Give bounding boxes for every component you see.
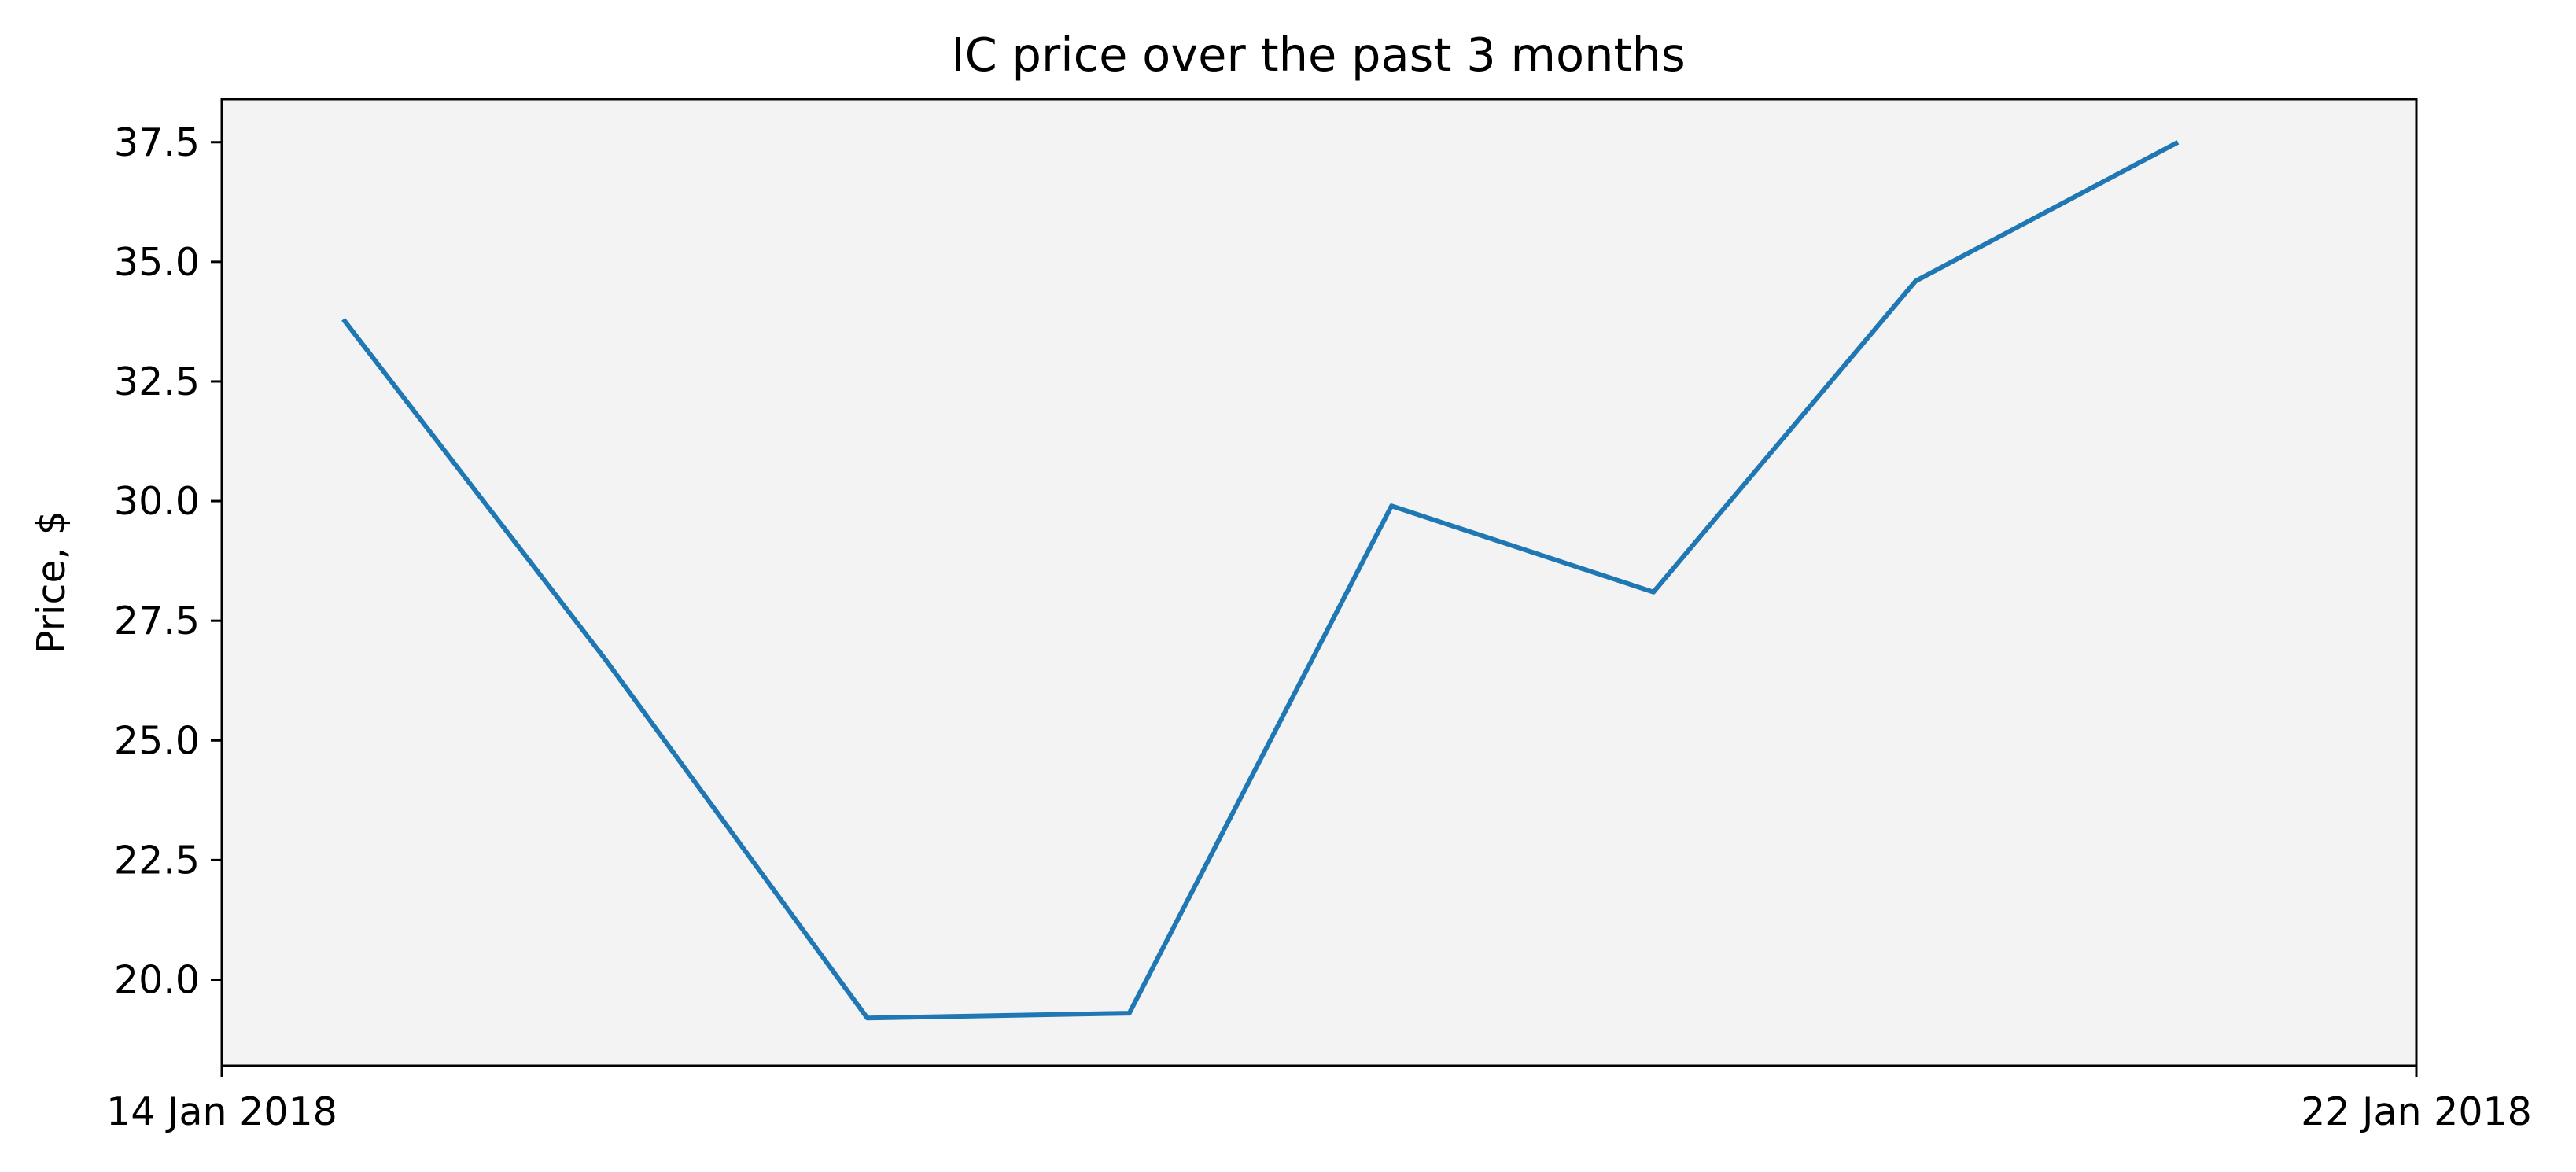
y-tick-label: 20.0: [114, 957, 200, 1002]
plot-background: [222, 99, 2416, 1066]
series-line: [341, 140, 2180, 1021]
x-tick-label: 14 Jan 2018: [106, 1089, 337, 1134]
y-tick-label: 35.0: [114, 240, 200, 285]
x-axis-ticks: 14 Jan 2018 22 Jan 2018: [106, 1066, 2532, 1134]
y-tick-label: 22.5: [114, 838, 200, 883]
y-axis-ticks: 20.0 22.5 25.0 27.5 30.0 32.5 35.0 37.5: [114, 120, 222, 1002]
plot-frame: [220, 98, 2418, 1067]
y-axis-label: Price, $: [29, 510, 74, 654]
y-tick-label: 30.0: [114, 479, 200, 524]
chart-title: IC price over the past 3 months: [951, 28, 1686, 82]
y-tick-label: 27.5: [114, 599, 200, 643]
y-tick-label: 37.5: [114, 120, 200, 165]
y-tick-label: 32.5: [114, 359, 200, 404]
y-tick-label: 25.0: [114, 718, 200, 763]
x-tick-label: 22 Jan 2018: [2301, 1089, 2532, 1134]
